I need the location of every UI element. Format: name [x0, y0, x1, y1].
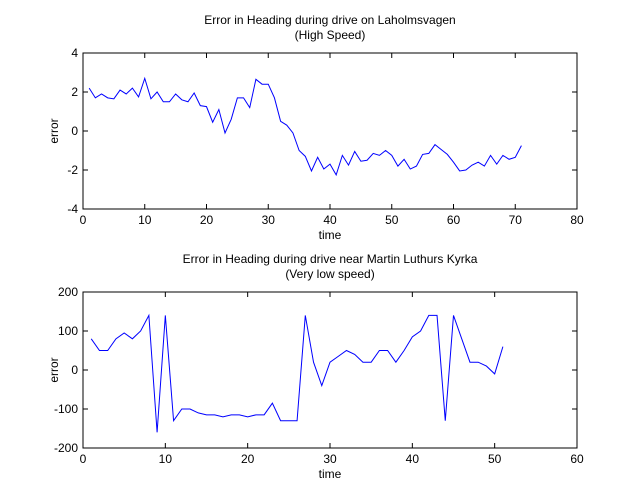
axes-frame — [82, 52, 578, 210]
x-tick-label: 20 — [241, 452, 255, 466]
x-tick-label: 60 — [447, 213, 461, 227]
y-tick-label: -2 — [67, 163, 78, 177]
x-tick-label: 0 — [80, 452, 87, 466]
chart-title: Error in Heading during drive on Laholms… — [204, 13, 455, 27]
x-tick-label: 30 — [323, 452, 337, 466]
x-tick-label: 80 — [570, 213, 584, 227]
chart-subtitle: (Very low speed) — [285, 267, 374, 281]
chart-1: Error in Heading during drive on Laholms… — [47, 13, 584, 242]
x-tick-label: 40 — [406, 452, 420, 466]
x-tick-label: 70 — [509, 213, 523, 227]
chart-subtitle: (High Speed) — [295, 28, 366, 42]
x-tick-label: 40 — [323, 213, 337, 227]
series-line — [90, 313, 504, 433]
axes-frame — [82, 291, 578, 449]
y-tick-label: -100 — [54, 402, 78, 416]
x-tick-label: 50 — [385, 213, 399, 227]
x-tick-label: 10 — [138, 213, 152, 227]
chart-2: Error in Heading during drive near Marti… — [47, 252, 584, 481]
y-tick-label: 0 — [71, 363, 78, 377]
y-tick-label: -200 — [54, 441, 78, 455]
x-tick-label: 30 — [262, 213, 276, 227]
x-tick-label: 60 — [570, 452, 584, 466]
y-axis-label: error — [47, 118, 61, 143]
x-tick-label: 10 — [159, 452, 173, 466]
y-tick-label: 0 — [71, 124, 78, 138]
y-tick-label: 200 — [58, 285, 78, 299]
series-line — [88, 76, 522, 177]
x-axis-label: time — [319, 467, 342, 481]
x-tick-label: 50 — [488, 452, 502, 466]
y-tick-label: 2 — [71, 85, 78, 99]
x-axis-label: time — [319, 228, 342, 242]
y-tick-label: -4 — [67, 202, 78, 216]
y-tick-label: 100 — [58, 324, 78, 338]
y-tick-label: 4 — [71, 46, 78, 60]
x-tick-label: 0 — [80, 213, 87, 227]
x-tick-label: 20 — [200, 213, 214, 227]
y-axis-label: error — [47, 357, 61, 382]
chart-title: Error in Heading during drive near Marti… — [183, 252, 478, 266]
